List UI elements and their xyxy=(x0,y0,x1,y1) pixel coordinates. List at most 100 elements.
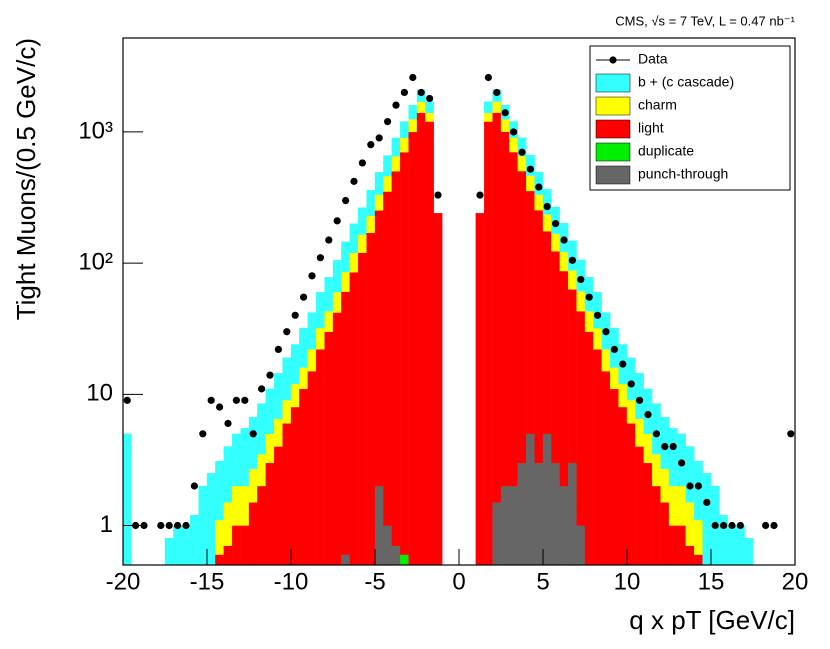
histogram-segment xyxy=(341,241,350,273)
histogram-segment xyxy=(341,271,350,292)
histogram-segment xyxy=(282,400,292,424)
data-point xyxy=(543,202,551,211)
data-point xyxy=(291,311,299,319)
data-point xyxy=(560,236,568,244)
histogram-segment xyxy=(274,372,283,420)
histogram-segment xyxy=(232,485,241,526)
data-point xyxy=(400,88,408,97)
data-point xyxy=(509,128,518,136)
histogram-segment xyxy=(576,291,586,312)
histogram-segment xyxy=(727,525,737,566)
histogram-segment xyxy=(265,388,275,434)
data-point xyxy=(182,521,190,530)
histogram-segment xyxy=(484,101,493,113)
histogram-segment xyxy=(307,312,317,350)
x-tick-label: 20 xyxy=(782,568,809,595)
histogram-segment xyxy=(542,189,552,215)
histogram-segment xyxy=(248,416,258,470)
histogram-segment xyxy=(232,433,241,487)
histogram-segment xyxy=(332,260,342,293)
histogram-segment xyxy=(181,525,191,566)
data-point xyxy=(283,328,291,336)
histogram-segment xyxy=(122,433,132,566)
data-point xyxy=(493,88,501,97)
data-point xyxy=(585,293,593,301)
data-point xyxy=(669,442,677,451)
histogram-segment xyxy=(400,137,409,153)
histogram-segment xyxy=(559,270,569,487)
histogram-segment xyxy=(551,251,560,464)
histogram-segment xyxy=(601,349,611,372)
histogram-segment xyxy=(668,485,678,526)
legend-label: punch-through xyxy=(638,166,728,182)
histogram-segment xyxy=(509,137,518,153)
histogram-segment xyxy=(694,554,703,566)
histogram-segment xyxy=(601,371,611,566)
histogram-segment xyxy=(643,433,653,464)
y-tick-label: 10² xyxy=(78,248,113,275)
histogram-segment xyxy=(366,232,376,566)
histogram-segment xyxy=(534,462,544,566)
histogram-segment xyxy=(223,545,233,566)
histogram-segment xyxy=(509,151,518,487)
data-point xyxy=(736,521,745,530)
x-tick-label: 0 xyxy=(452,568,465,595)
legend-label: duplicate xyxy=(638,143,694,159)
data-point xyxy=(123,396,131,404)
data-point xyxy=(350,177,358,185)
histogram-segment xyxy=(223,446,233,503)
legend-label: light xyxy=(638,120,664,136)
data-point xyxy=(678,459,686,467)
histogram-segment xyxy=(484,121,493,566)
histogram-segment xyxy=(433,213,443,566)
histogram-segment xyxy=(559,485,569,566)
histogram-segment xyxy=(677,485,686,526)
data-point xyxy=(552,220,560,228)
histogram-segment xyxy=(534,172,544,195)
histogram-segment xyxy=(408,105,418,120)
histogram-segment xyxy=(542,214,552,232)
histogram-segment xyxy=(290,383,300,408)
data-point xyxy=(686,482,694,490)
legend-swatch xyxy=(595,96,631,116)
y-tick-label: 1 xyxy=(100,511,113,538)
data-point xyxy=(770,521,778,530)
data-point xyxy=(308,272,316,280)
data-point xyxy=(224,419,232,428)
histogram-segment xyxy=(341,554,350,566)
histogram-segment xyxy=(332,292,342,313)
histogram-segment xyxy=(358,207,367,235)
histogram-segment xyxy=(316,327,325,350)
histogram-segment xyxy=(349,252,359,273)
histogram-segment xyxy=(593,327,602,350)
histogram-segment xyxy=(500,131,510,487)
histogram-segment xyxy=(492,101,502,113)
histogram-segment xyxy=(559,251,569,272)
histogram-segment xyxy=(416,101,426,113)
histogram-segment xyxy=(198,485,208,566)
data-point xyxy=(241,396,249,404)
histogram-segment xyxy=(526,175,535,192)
data-point xyxy=(762,521,770,530)
histogram-segment xyxy=(568,240,577,271)
histogram-segment xyxy=(299,367,308,390)
data-point xyxy=(367,141,375,149)
histogram-segment xyxy=(374,210,384,487)
data-point xyxy=(325,236,333,244)
data-point xyxy=(703,498,711,507)
data-point xyxy=(342,196,350,205)
data-point xyxy=(636,396,644,404)
histogram-segment xyxy=(492,502,502,566)
histogram-segment xyxy=(307,349,317,372)
histogram-segment xyxy=(349,223,359,253)
data-point xyxy=(274,345,282,353)
histogram-segment xyxy=(584,331,594,566)
histogram-segment xyxy=(391,137,401,157)
histogram-segment xyxy=(484,112,493,122)
histogram-segment xyxy=(316,292,325,329)
data-point xyxy=(140,521,148,530)
histogram-segment xyxy=(652,485,661,566)
data-point xyxy=(619,360,627,368)
data-point xyxy=(484,73,492,82)
